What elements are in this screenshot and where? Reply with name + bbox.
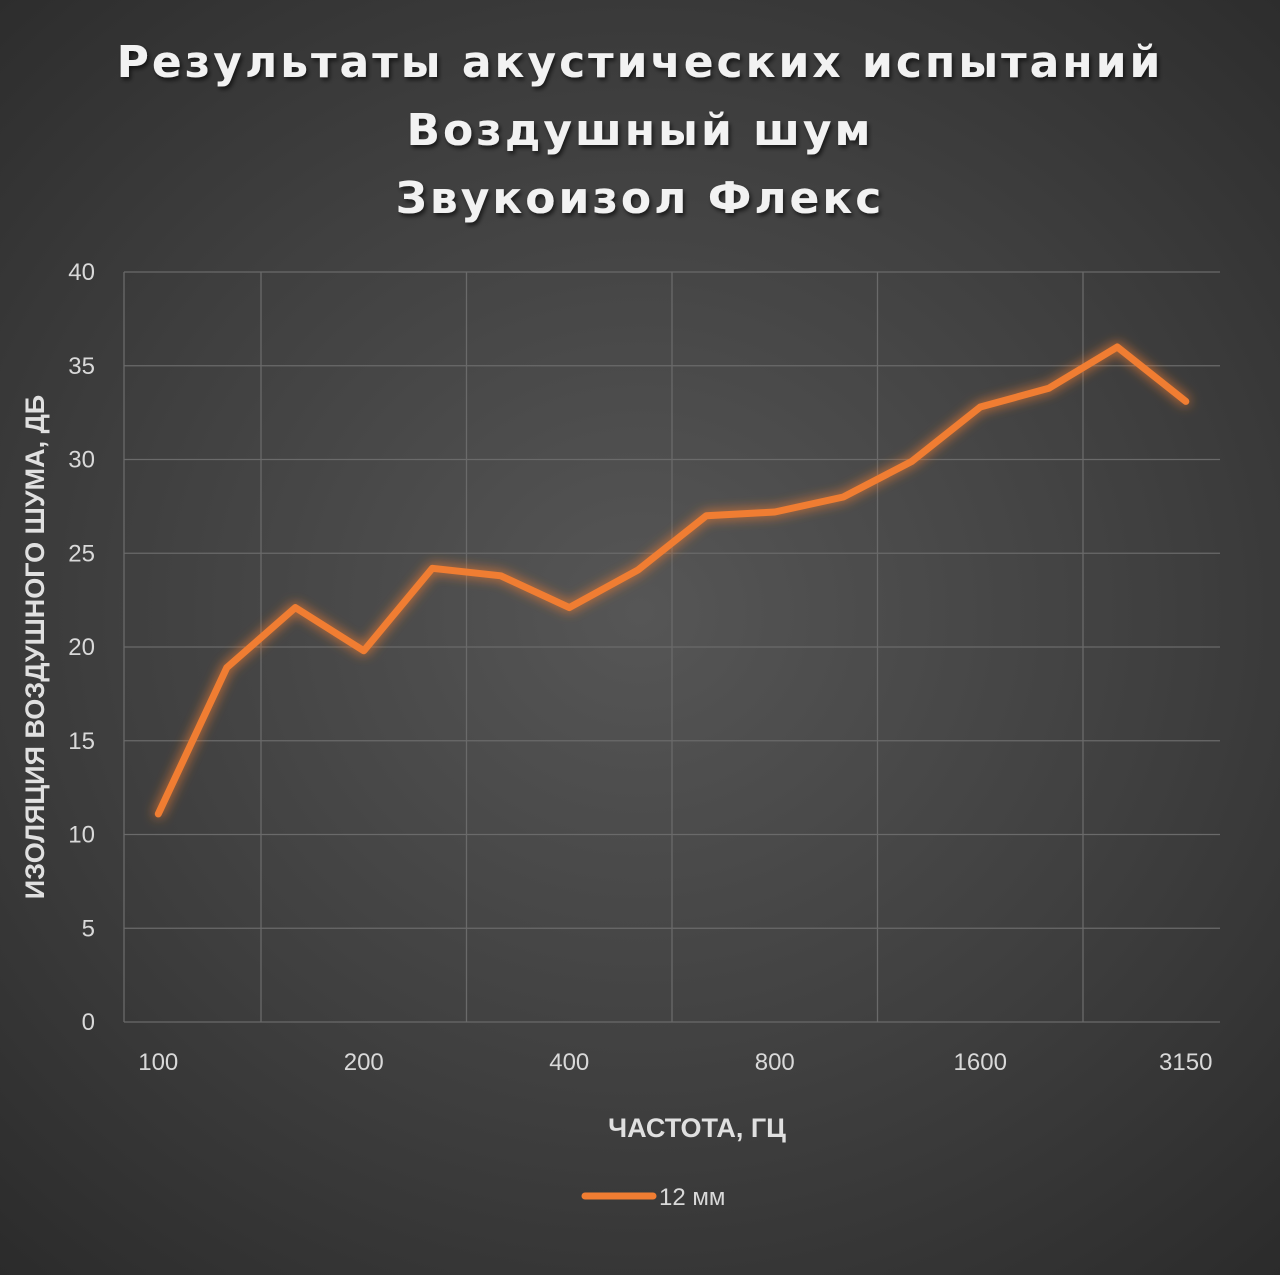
x-tick-label-1600: 1600 <box>954 1049 1007 1076</box>
x-tick-label-200: 200 <box>344 1049 384 1076</box>
legend-label-12mm: 12 мм <box>659 1184 725 1211</box>
chart-title-line-2: Воздушный шум <box>407 105 874 156</box>
legend: 12 мм <box>581 1184 725 1211</box>
y-axis-title: ИЗОЛЯЦИЯ ВОЗДУШНОГО ШУМА, ДБ <box>20 395 50 899</box>
y-tick-label-20: 20 <box>68 634 95 661</box>
x-tick-label-800: 800 <box>755 1049 795 1076</box>
y-tick-label-35: 35 <box>68 353 95 380</box>
y-tick-label-0: 0 <box>82 1009 95 1036</box>
x-axis-title: ЧАСТОТА, ГЦ <box>608 1113 786 1143</box>
chart-title-line-3: Звукоизол Флекс <box>396 173 885 224</box>
chart-title-line-1: Результаты акустических испытаний <box>117 37 1164 88</box>
x-gridlines <box>123 272 1084 1022</box>
x-tick-label-400: 400 <box>549 1049 589 1076</box>
x-tick-label-100: 100 <box>138 1049 178 1076</box>
y-axis-ticks: 0 5 10 15 20 25 30 35 40 <box>68 259 95 1036</box>
series-line-0 <box>154 343 1190 818</box>
y-tick-label-15: 15 <box>68 728 95 755</box>
series-group <box>154 343 1190 818</box>
y-tick-label-40: 40 <box>68 259 95 286</box>
y-tick-label-10: 10 <box>68 822 95 849</box>
x-tick-label-3150: 3150 <box>1159 1049 1212 1076</box>
y-tick-label-5: 5 <box>82 915 95 942</box>
y-tick-label-25: 25 <box>68 540 95 567</box>
x-axis-ticks: 100 200 400 800 1600 3150 <box>138 1049 1212 1076</box>
y-tick-label-30: 30 <box>68 447 95 474</box>
chart-title: Результаты акустических испытаний Воздуш… <box>117 37 1164 224</box>
